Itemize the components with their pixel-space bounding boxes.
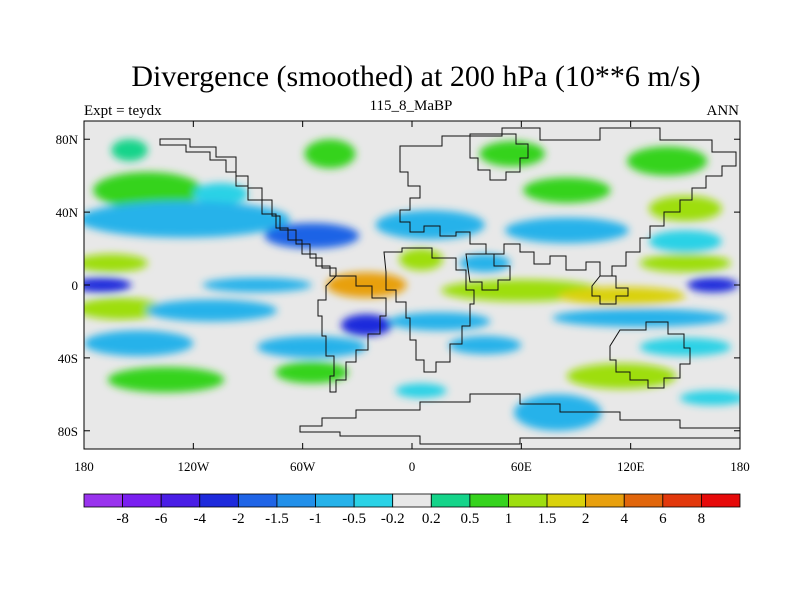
colorbar-box-4 (237, 493, 278, 508)
y-tick-label-0: 80N (56, 132, 79, 147)
field-blob-26 (388, 312, 491, 331)
y-tick-label-3: 40S (58, 351, 78, 366)
colorbar-box-16 (701, 493, 741, 508)
colorbar-label-11: 1.5 (538, 511, 557, 527)
field-blob-3 (627, 146, 708, 176)
coastline-eurasia (399, 127, 737, 277)
field-blob-13 (84, 254, 148, 273)
field-blob-29 (257, 336, 367, 358)
field-blob-0 (111, 139, 148, 162)
colorbar-label-5: -1 (309, 511, 322, 527)
field-blob-7 (648, 195, 722, 222)
field-blob-27 (552, 308, 728, 327)
field-blob-1 (304, 139, 356, 169)
colorbar-label-15: 8 (698, 511, 706, 527)
field-blob-34 (566, 363, 677, 389)
colorbar-label-1: -6 (155, 511, 168, 527)
field-blob-37 (514, 394, 602, 431)
x-tick-label-2: 60W (290, 459, 316, 474)
chart-subtitle-center: 115_8_MaBP (370, 98, 453, 114)
field-blob-5 (193, 182, 249, 205)
coastline-north-america (159, 138, 337, 277)
coastline-arabia (465, 253, 511, 291)
field-blob-35 (679, 390, 740, 406)
colorbar-box-0 (83, 493, 123, 508)
field-blob-11 (504, 217, 629, 244)
y-tick-label-1: 40N (56, 205, 79, 220)
colorbar-box-9 (430, 493, 471, 508)
colorbar-box-10 (469, 493, 509, 508)
colorbar-box-8 (392, 493, 432, 508)
chart-subtitle-right: ANN (707, 103, 740, 119)
field-blob-4 (93, 172, 203, 209)
colorbar-label-4: -1.5 (265, 511, 289, 527)
colorbar-box-1 (122, 493, 162, 508)
x-tick-label-1: 120W (177, 459, 210, 474)
colorbar-box-7 (353, 493, 394, 508)
x-tick-label-4: 60E (511, 459, 532, 474)
field-blob-36 (395, 383, 447, 398)
chart-subtitle-left: Expt = teydx (84, 103, 162, 119)
colorbar-label-7: -0.2 (381, 511, 405, 527)
field-blob-25 (340, 314, 392, 337)
colorbar-label-6: -0.5 (342, 511, 366, 527)
colorbar-box-11 (508, 493, 548, 508)
field-blob-30 (448, 336, 522, 355)
field-blob-14 (399, 248, 443, 271)
x-tick-label-3: 0 (409, 459, 416, 474)
field-blob-10 (375, 210, 485, 240)
colorbar-box-12 (546, 493, 587, 508)
colorbar-box-5 (276, 493, 316, 508)
coastline-south-america (317, 275, 387, 393)
divergence-field (84, 139, 740, 431)
field-blob-31 (639, 337, 731, 357)
colorbar-box-15 (662, 493, 702, 508)
x-tick-label-5: 120E (617, 459, 645, 474)
map-axes: 180 120W 60W 0 60E 120E 180 80N 40N 0 40S 80S (56, 121, 750, 474)
coastline-outline (159, 127, 740, 445)
field-blob-19 (202, 277, 312, 293)
field-blob-32 (107, 367, 225, 393)
field-blob-17 (84, 277, 132, 293)
field-blob-16 (639, 254, 731, 273)
coastline-africa (383, 247, 475, 373)
colorbar-box-3 (199, 493, 239, 508)
colorbar-box-13 (585, 493, 625, 508)
colorbar: -8 -6 -4 -2 -1.5 -1 -0.5 -0.2 0.2 0.5 1 1.5 2 4 6 8 (83, 493, 741, 527)
colorbar-label-9: 0.5 (461, 511, 480, 527)
y-tick-label-2: 0 (72, 278, 79, 293)
colorbar-label-8: 0.2 (422, 511, 441, 527)
colorbar-label-13: 4 (620, 511, 628, 527)
colorbar-box-2 (160, 493, 201, 508)
y-tick-label-4: 80S (58, 424, 78, 439)
field-blob-23 (84, 297, 165, 320)
field-blob-8 (84, 201, 290, 238)
colorbar-label-0: -8 (116, 511, 129, 527)
x-tick-label-0: 180 (74, 459, 94, 474)
field-blob-6 (523, 177, 611, 203)
colorbar-label-12: 2 (582, 511, 590, 527)
colorbar-label-14: 6 (659, 511, 667, 527)
field-blob-12 (648, 230, 722, 253)
x-tick-label-6: 180 (730, 459, 750, 474)
field-blob-2 (479, 141, 546, 167)
field-blob-28 (84, 330, 194, 357)
chart-title: Divergence (smoothed) at 200 hPa (10**6 … (131, 60, 700, 93)
coastline-southeast-asia (591, 275, 629, 305)
colorbar-label-10: 1 (505, 511, 513, 527)
colorbar-box-14 (623, 493, 664, 508)
colorbar-label-2: -4 (194, 511, 207, 527)
colorbar-label-3: -2 (232, 511, 245, 527)
field-blob-15 (459, 254, 511, 273)
field-blob-24 (145, 299, 278, 322)
coastline-australia (609, 321, 691, 389)
coastline-greenland (469, 133, 529, 181)
field-blob-18 (687, 277, 739, 293)
coastline-antarctica (299, 393, 740, 445)
colorbar-box-6 (315, 493, 355, 508)
field-blob-9 (264, 223, 360, 249)
